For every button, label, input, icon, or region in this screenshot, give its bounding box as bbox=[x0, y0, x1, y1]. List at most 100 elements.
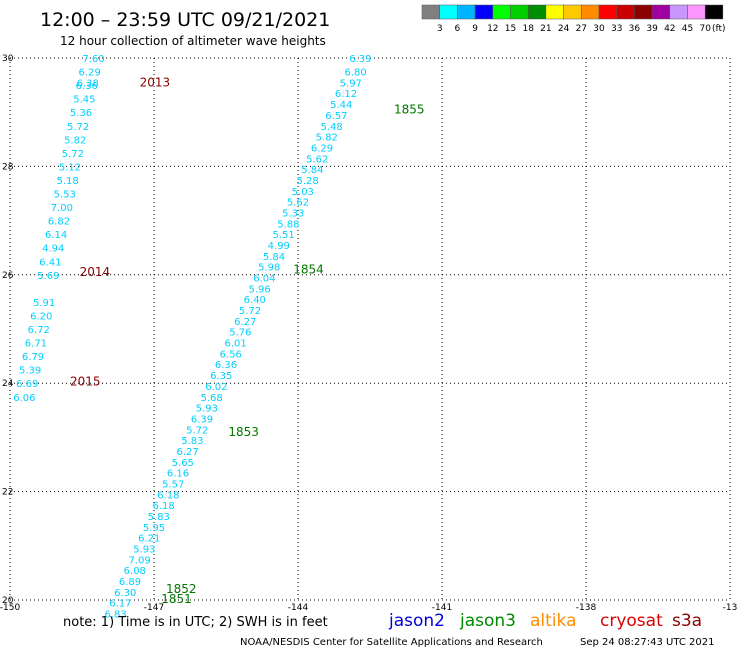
mission-altika: altika bbox=[530, 611, 577, 631]
x-tick-label: -138 bbox=[576, 603, 597, 613]
colorbar-tick-label: 15 bbox=[505, 24, 516, 34]
swh-value: 6.80 bbox=[344, 68, 366, 79]
swh-value: 6.06 bbox=[13, 393, 35, 404]
time-label: 1852 bbox=[166, 582, 197, 596]
swh-value: 5.72 bbox=[62, 149, 84, 160]
swh-value: 5.91 bbox=[33, 298, 55, 309]
colorbar-tick-label: 18 bbox=[522, 24, 534, 34]
time-label: 1853 bbox=[228, 425, 259, 439]
mission-jason2: jason2 bbox=[388, 611, 445, 631]
x-tick-label: -144 bbox=[288, 603, 309, 613]
colorbar-tick-label: 6 bbox=[455, 24, 461, 34]
swh-value: 5.57 bbox=[162, 479, 184, 490]
y-tick-label: 20 bbox=[2, 596, 14, 606]
swh-value: 5.68 bbox=[200, 393, 222, 404]
x-tick-label: -141 bbox=[432, 603, 452, 613]
swh-value: 6.79 bbox=[22, 352, 44, 363]
swh-value: 6.16 bbox=[167, 469, 189, 480]
swh-value: 6.14 bbox=[45, 230, 67, 241]
swh-value: 5.18 bbox=[56, 176, 78, 187]
swh-value: 6.83 bbox=[104, 610, 126, 621]
colorbar-swatch bbox=[474, 4, 494, 20]
swh-value: 6.89 bbox=[119, 577, 141, 588]
swh-value: 5.72 bbox=[186, 425, 208, 436]
plot-axes: -150 -147 -144 -141 -138 -13 20 22 24 26 28 30 bbox=[0, 54, 737, 613]
colorbar-tick-label: 30 bbox=[593, 24, 605, 34]
swh-value: 6.18 bbox=[157, 490, 179, 501]
footer-note: note: 1) Time is in UTC; 2) SWH is in fe… bbox=[63, 615, 328, 630]
swh-value: 5.28 bbox=[296, 176, 318, 187]
swh-value: 5.93 bbox=[196, 404, 218, 415]
mission-cryosat: cryosat bbox=[600, 611, 663, 631]
swh-value: 6.30 bbox=[114, 588, 136, 599]
colorbar-swatch bbox=[510, 4, 529, 20]
swh-value: 6.08 bbox=[124, 566, 146, 577]
swh-value: 6.29 bbox=[311, 143, 333, 154]
swh-value: 5.39 bbox=[19, 366, 41, 377]
swh-value: 7.09 bbox=[128, 555, 150, 566]
swh-value: 6.20 bbox=[30, 311, 52, 322]
colorbar-swatch bbox=[421, 4, 440, 20]
mission-jason3: jason3 bbox=[459, 611, 516, 631]
swh-value: 6.71 bbox=[25, 339, 47, 350]
swh-value: 5.82 bbox=[316, 133, 338, 144]
colorbar-tick-label: 27 bbox=[576, 24, 587, 34]
mission-s3a: s3a bbox=[672, 611, 702, 631]
colorbar-tick-label: 42 bbox=[664, 24, 675, 34]
swh-value: 4.99 bbox=[268, 241, 290, 252]
swh-value: 6.02 bbox=[205, 382, 227, 393]
swh-value: 5.96 bbox=[248, 284, 270, 295]
swh-value: 6.82 bbox=[48, 217, 70, 228]
swh-value: 6.38 bbox=[77, 78, 99, 89]
swh-value: 5.76 bbox=[229, 328, 251, 339]
swh-value: 6.27 bbox=[176, 447, 198, 458]
swh-value: 5.82 bbox=[64, 135, 86, 146]
swh-value: 5.83 bbox=[148, 512, 170, 523]
colorbar-swatch bbox=[669, 4, 688, 20]
swh-value: 7.60 bbox=[82, 54, 104, 65]
swh-value: 6.41 bbox=[39, 257, 61, 268]
swh-value: 6.35 bbox=[210, 371, 232, 382]
colorbar-swatch bbox=[651, 4, 671, 20]
swh-value: 4.94 bbox=[42, 244, 64, 255]
colorbar-tick-label: 3 bbox=[437, 24, 443, 34]
swh-value: 6.56 bbox=[220, 349, 242, 360]
swh-value: 6.04 bbox=[253, 274, 275, 285]
swh-value: 5.72 bbox=[67, 122, 89, 133]
colorbar-tick-label: 9 bbox=[472, 24, 478, 34]
swh-value: 5.98 bbox=[258, 263, 280, 274]
x-tick-label: -147 bbox=[144, 603, 164, 613]
time-label: 1851 bbox=[161, 592, 192, 606]
colorbar-swatch bbox=[439, 4, 458, 20]
swh-value: 5.51 bbox=[272, 230, 294, 241]
colorbar-tick-label: 39 bbox=[646, 24, 658, 34]
swh-value: 6.40 bbox=[244, 295, 266, 306]
colorbar-swatch bbox=[457, 4, 476, 20]
swh-value: 6.36 bbox=[76, 81, 98, 92]
swh-value: 6.01 bbox=[224, 339, 246, 350]
swh-value: 6.57 bbox=[325, 111, 347, 122]
swh-value: 7.00 bbox=[51, 203, 73, 214]
swh-value: 5.95 bbox=[143, 523, 165, 534]
swh-value: 5.83 bbox=[181, 436, 203, 447]
time-label: 2015 bbox=[70, 375, 101, 389]
chart-title: 12:00 – 23:59 UTC 09/21/2021 bbox=[40, 9, 330, 31]
swh-value: 5.12 bbox=[59, 162, 81, 173]
swh-value: 5.84 bbox=[263, 252, 285, 263]
swh-value: 5.44 bbox=[330, 100, 352, 111]
colorbar-swatch bbox=[545, 4, 564, 20]
swh-value: 6.12 bbox=[335, 89, 357, 100]
y-tick-label: 22 bbox=[2, 488, 13, 498]
y-tick-label: 24 bbox=[2, 379, 14, 389]
y-tick-label: 26 bbox=[2, 271, 14, 281]
y-tick-label: 28 bbox=[2, 162, 14, 172]
swh-value: 5.88 bbox=[277, 219, 299, 230]
time-label: 1854 bbox=[293, 262, 324, 276]
y-tick-label: 30 bbox=[2, 54, 14, 64]
colorbar-tick-label: 33 bbox=[611, 24, 622, 34]
colorbar-unit: (ft) bbox=[712, 24, 726, 34]
plot-grid bbox=[9, 57, 731, 601]
colorbar-swatch bbox=[634, 4, 653, 20]
